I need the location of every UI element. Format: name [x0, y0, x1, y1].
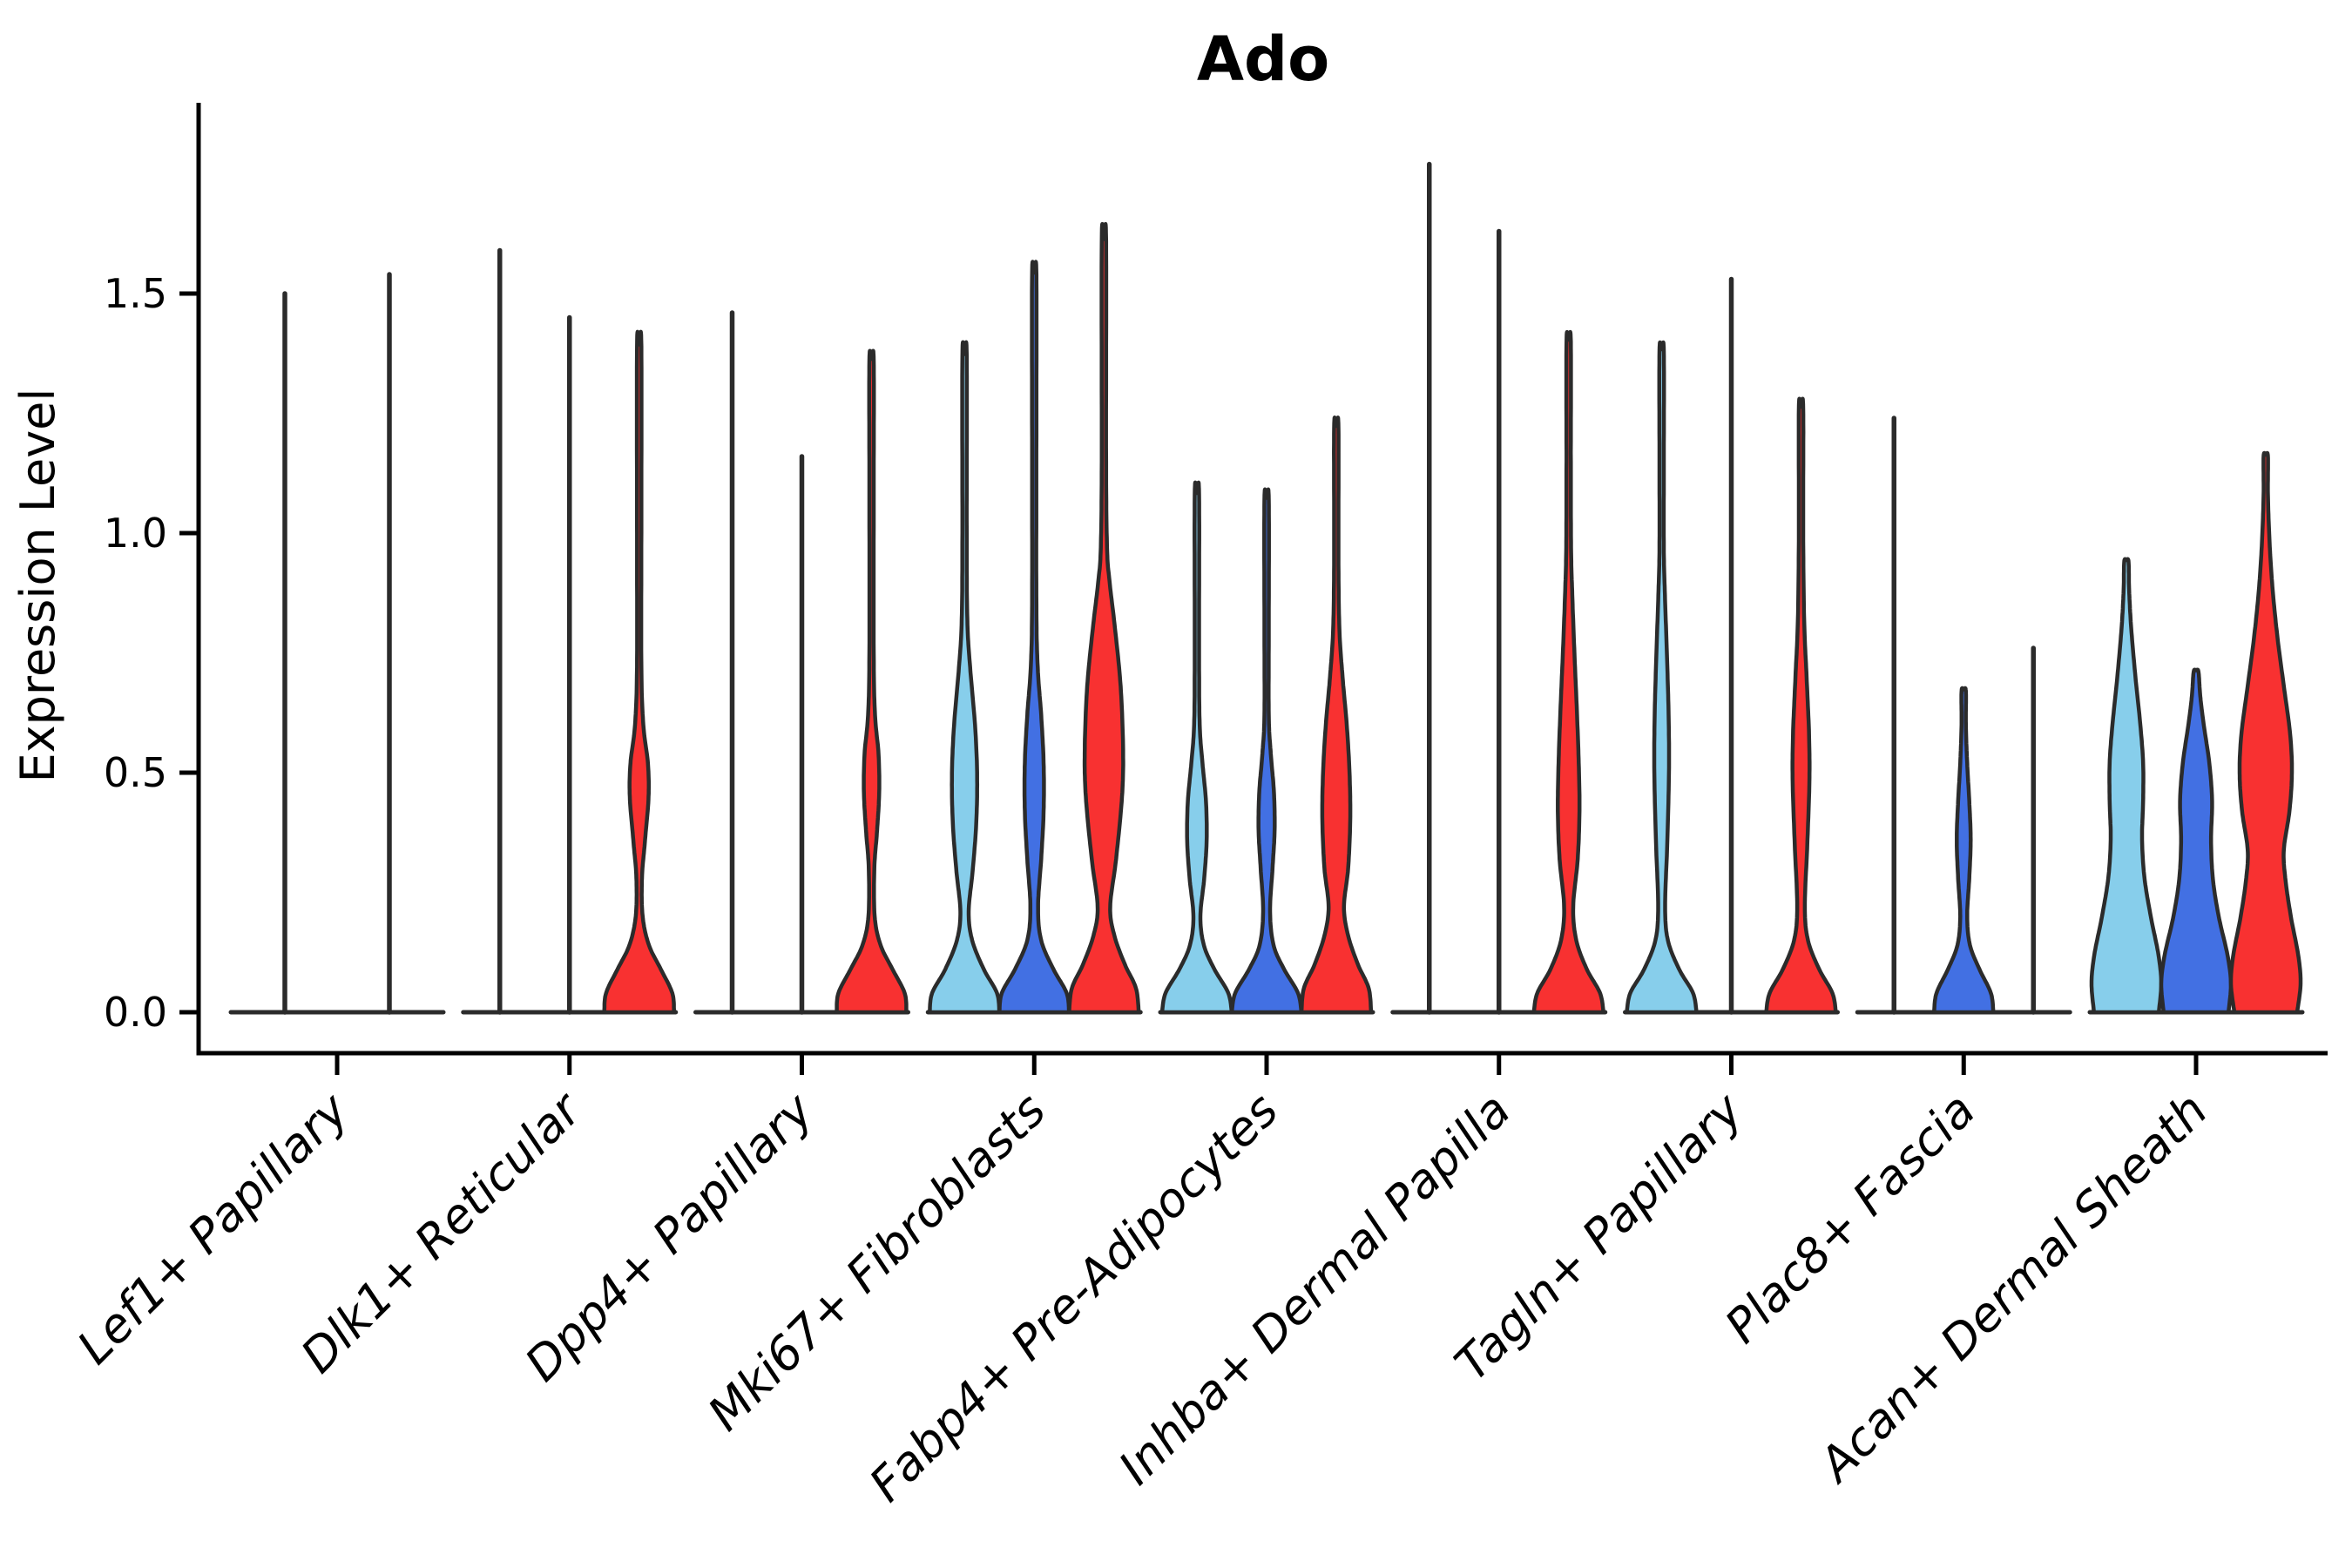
- violin-body-g5-s3: [1299, 416, 1374, 1015]
- y-tick-label: 1.0: [104, 510, 167, 557]
- axes: [196, 103, 2328, 1056]
- violin-body-g3-s3: [835, 348, 909, 1015]
- violin-body-g2-s3: [602, 329, 677, 1015]
- violin-body-g9-s1: [2089, 557, 2164, 1015]
- violin-body-g4-s3: [1067, 221, 1141, 1015]
- y-axis-label: Expression Level: [10, 389, 65, 783]
- violin-body-g8-s2: [1932, 686, 1996, 1015]
- y-tick-label: 1.5: [104, 270, 167, 317]
- violin-body-g7-s1: [1625, 340, 1699, 1015]
- violin-body-g5-s1: [1159, 480, 1234, 1015]
- x-tick-label: Fabp4+ Pre-Adipocytes: [859, 1083, 1288, 1512]
- chart-title: Ado: [1197, 24, 1329, 95]
- violin-body-g6-s3: [1531, 329, 1606, 1015]
- x-tick-label: Acan+ Dermal Sheath: [1807, 1083, 2218, 1494]
- violin-body-g4-s2: [997, 260, 1071, 1015]
- violin-body-g4-s1: [928, 340, 1002, 1015]
- x-tick-label: Inhba+ Dermal Papilla: [1108, 1083, 1521, 1496]
- violin-body-g9-s2: [2159, 667, 2234, 1015]
- violin-body-g9-s3: [2228, 450, 2303, 1015]
- y-tick-label: 0.0: [104, 989, 167, 1036]
- x-tick-label: Plac8+ Fascia: [1714, 1083, 1985, 1354]
- plot-area: [228, 161, 2305, 1015]
- tick-marks: [179, 291, 2199, 1075]
- violin-body-g7-s3: [1764, 396, 1838, 1015]
- y-tick-label: 0.5: [104, 749, 167, 796]
- violin-body-g5-s2: [1229, 487, 1304, 1015]
